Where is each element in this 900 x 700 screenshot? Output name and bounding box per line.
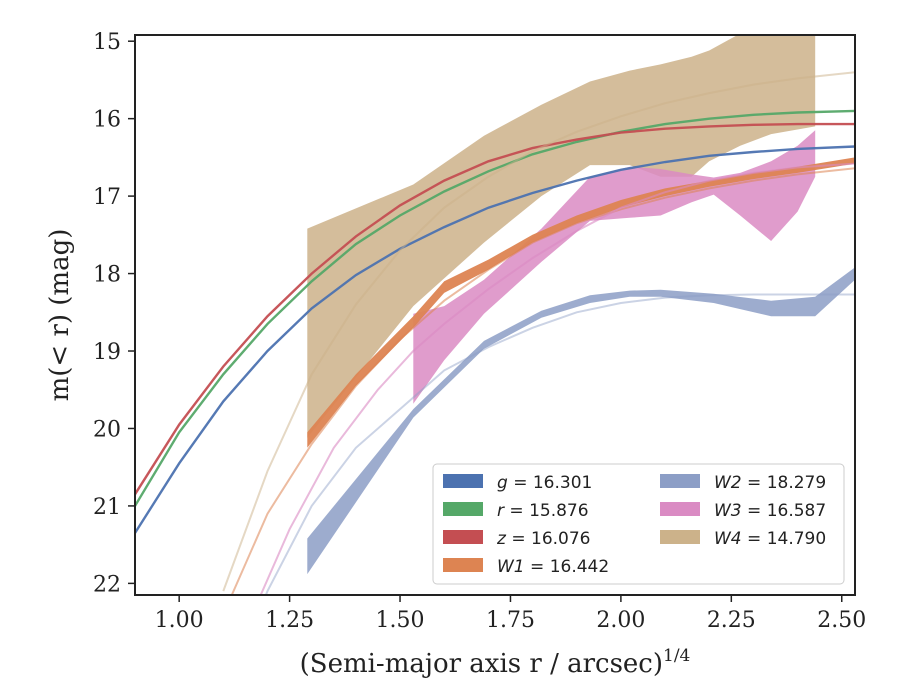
- y-tick-label: 20: [93, 417, 121, 442]
- x-tick-label: 2.50: [817, 608, 866, 633]
- y-tick-label: 22: [93, 572, 121, 597]
- legend-equals: =: [742, 501, 767, 521]
- legend-swatch: [660, 530, 700, 544]
- legend-equals: =: [742, 529, 767, 549]
- y-axis: 15 16 17 18 19 20 21 22: [93, 30, 135, 597]
- legend-box: [432, 463, 845, 585]
- legend-equals: =: [525, 557, 550, 577]
- legend-item-w1: W1 = 16.442: [443, 557, 609, 577]
- legend-label: W3 = 16.587: [714, 501, 826, 521]
- x-tick-label: 1.25: [265, 608, 314, 633]
- legend-swatch: [443, 502, 483, 516]
- curve-r: [135, 109, 855, 507]
- curve-w3: [259, 162, 855, 595]
- legend-var: W1: [497, 557, 525, 577]
- legend-equals: =: [742, 473, 767, 493]
- curve-w4: [222, 71, 855, 592]
- x-axis-label-superscript: 1/4: [663, 646, 690, 666]
- x-tick-label: 2.25: [707, 608, 756, 633]
- curve-w2: [264, 293, 855, 595]
- y-tick-label: 18: [93, 263, 121, 288]
- legend-label: r = 15.876: [497, 501, 589, 521]
- curve-w1: [230, 167, 855, 595]
- legend-swatch: [443, 474, 483, 488]
- legend-item-w3: W3 = 16.587: [660, 501, 826, 521]
- legend-var: W4: [714, 529, 742, 549]
- legend-equals: =: [508, 473, 533, 493]
- curve-z: [135, 122, 855, 495]
- legend-value: 16.587: [767, 501, 826, 521]
- legend-label: W2 = 18.279: [714, 473, 826, 493]
- legend-swatch: [660, 502, 700, 516]
- curve-g: [135, 145, 855, 534]
- y-tick-label: 16: [93, 108, 121, 133]
- legend-item-z: z = 16.076: [443, 529, 590, 549]
- legend-value: 14.790: [767, 529, 826, 549]
- legend-item-w4: W4 = 14.790: [660, 529, 826, 549]
- legend-var: g: [497, 473, 508, 493]
- legend-swatch: [443, 530, 483, 544]
- legend-equals: =: [504, 501, 529, 521]
- legend-var: W2: [714, 473, 742, 493]
- x-axis-label: (Semi-major axis r / arcsec)1/4: [300, 646, 691, 679]
- curve-layer: [135, 71, 855, 595]
- y-tick-label: 19: [93, 340, 121, 365]
- y-tick-label: 15: [93, 30, 121, 55]
- legend: g = 16.301 r = 15.876 z = 16.076 W1 = 16.44…: [432, 463, 845, 585]
- legend-var: r: [497, 501, 505, 521]
- legend-var: W3: [714, 501, 742, 521]
- x-axis-label-main: (Semi-major axis r / arcsec): [300, 649, 663, 679]
- legend-label: g = 16.301: [497, 473, 592, 493]
- y-tick-label: 21: [93, 495, 121, 520]
- legend-var: z: [496, 529, 507, 549]
- legend-value: 15.876: [529, 501, 588, 521]
- y-axis-label: m(< r) (mag): [45, 229, 75, 402]
- band-w3: [413, 130, 816, 404]
- legend-item-r: r = 15.876: [443, 501, 589, 521]
- plot-frame: [134, 34, 856, 596]
- x-tick-label: 1.00: [155, 608, 204, 633]
- band-layer: [307, 35, 855, 575]
- legend-value: 18.279: [767, 473, 826, 493]
- legend-item-g: g = 16.301: [443, 473, 592, 493]
- x-tick-label: 1.50: [376, 608, 425, 633]
- legend-value: 16.301: [533, 473, 592, 493]
- legend-label: z = 16.076: [496, 529, 590, 549]
- legend-label: W1 = 16.442: [497, 557, 609, 577]
- legend-equals: =: [506, 529, 531, 549]
- legend-label: W4 = 14.790: [714, 529, 826, 549]
- band-w4: [307, 35, 816, 438]
- legend-swatch: [443, 558, 483, 572]
- band-w1: [307, 157, 855, 448]
- x-axis: 1.00 1.25 1.50 1.75 2.00 2.25 2.50: [155, 595, 866, 633]
- legend-item-w2: W2 = 18.279: [660, 473, 826, 493]
- x-tick-label: 2.00: [596, 608, 645, 633]
- legend-swatch: [660, 474, 700, 488]
- legend-value: 16.076: [531, 529, 590, 549]
- x-tick-label: 1.75: [486, 608, 535, 633]
- legend-value: 16.442: [550, 557, 609, 577]
- y-tick-label: 17: [93, 185, 121, 210]
